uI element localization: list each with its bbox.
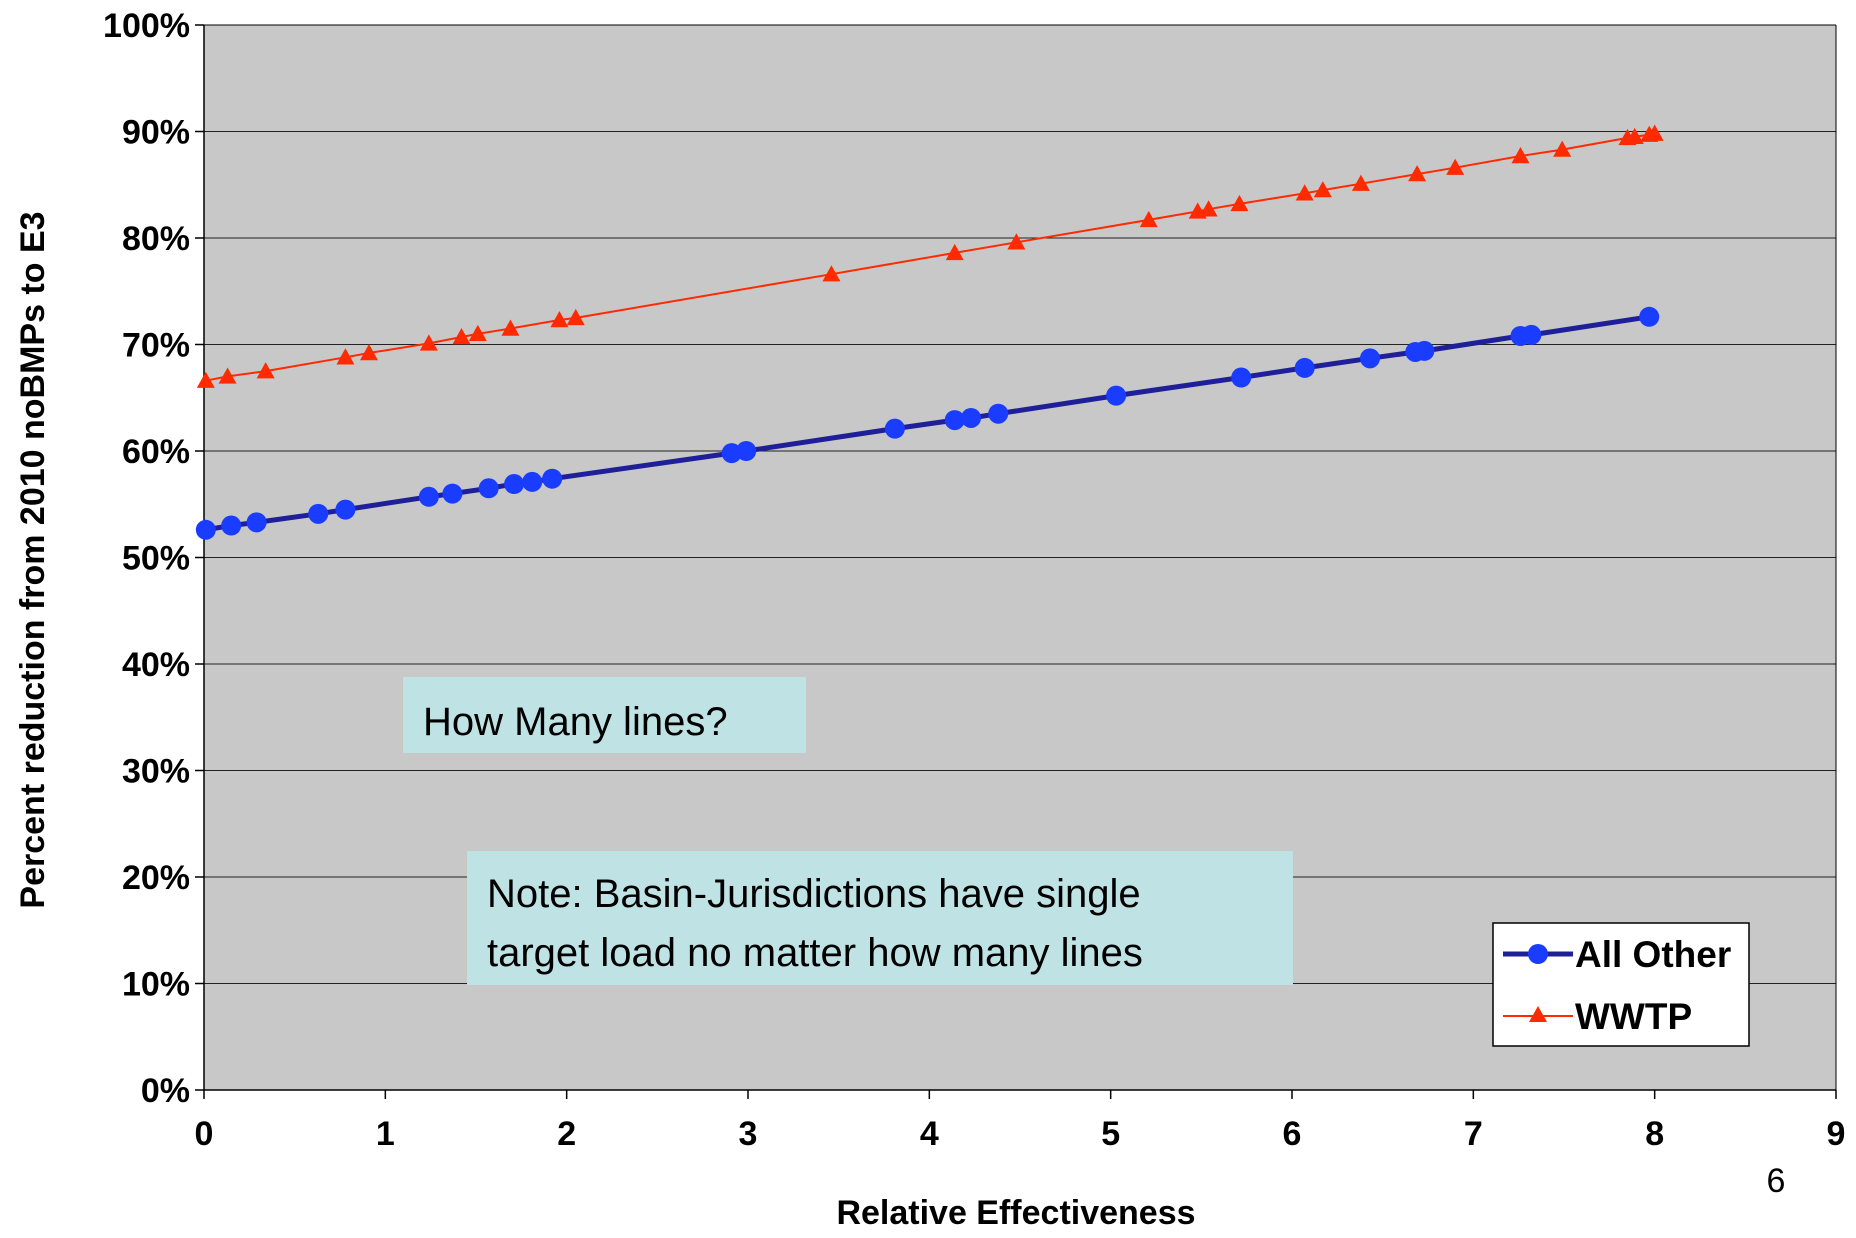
data-point-wwtp	[360, 344, 379, 361]
axes	[195, 24, 1837, 1099]
legend-marker-all-other	[1528, 944, 1548, 964]
data-point-wwtp	[1007, 233, 1026, 250]
data-point-wwtp	[1645, 124, 1664, 141]
annotation-question-text: How Many lines?	[423, 700, 728, 744]
data-point-all-other	[1414, 340, 1435, 361]
data-point-all-other	[1359, 348, 1380, 369]
data-point-wwtp	[501, 319, 520, 336]
data-point-all-other	[195, 519, 216, 540]
data-point-wwtp	[1553, 140, 1572, 157]
data-point-all-other	[504, 474, 525, 495]
data-point-wwtp	[256, 362, 275, 379]
data-point-all-other	[1521, 324, 1542, 345]
legend-box	[1492, 922, 1750, 1047]
data-point-wwtp	[419, 334, 438, 351]
legend: All Other WWTP	[1492, 922, 1750, 1047]
data-point-all-other	[884, 418, 905, 439]
y-axis-title: Percent reduction from 2010 noBMPs to E3	[14, 211, 52, 908]
y-tick-label: 0%	[141, 1072, 190, 1110]
data-point-wwtp	[336, 348, 355, 365]
y-tick-label: 100%	[103, 7, 190, 45]
legend-label-wwtp: WWTP	[1575, 996, 1692, 1037]
data-point-wwtp	[218, 367, 237, 384]
data-point-all-other	[1639, 306, 1660, 327]
data-point-all-other	[736, 441, 757, 461]
data-point-all-other	[442, 483, 463, 504]
y-tick-label: 50%	[122, 540, 190, 578]
slide-number: 6	[1767, 1162, 1786, 1200]
data-point-all-other	[944, 410, 965, 431]
x-tick-label: 7	[1464, 1115, 1483, 1153]
x-tick-label: 8	[1645, 1115, 1664, 1153]
annotation-note-line-2: target load no matter how many lines	[487, 931, 1143, 975]
x-tick-labels: 0 1 2 3 4 5 6 7 8 9	[195, 1115, 1846, 1153]
data-point-wwtp	[1230, 194, 1249, 212]
data-point-wwtp	[452, 328, 471, 345]
series-wwtp	[196, 124, 1664, 388]
legend-label-all-other: All Other	[1575, 934, 1731, 975]
data-point-all-other	[542, 468, 563, 489]
series-group	[195, 124, 1664, 540]
annotation-box-note	[467, 851, 1293, 985]
data-point-wwtp	[1199, 200, 1218, 217]
data-point-wwtp	[1139, 210, 1158, 228]
data-point-all-other	[246, 512, 267, 533]
series-all-other	[195, 306, 1660, 540]
data-point-all-other	[961, 407, 982, 428]
y-tick-label: 70%	[122, 327, 190, 365]
data-point-wwtp	[196, 371, 215, 388]
data-point-wwtp	[822, 265, 841, 282]
data-point-wwtp	[1351, 174, 1370, 191]
data-point-all-other	[221, 515, 242, 536]
data-point-wwtp	[1511, 146, 1530, 164]
data-point-all-other	[478, 478, 499, 499]
data-point-all-other	[335, 499, 356, 520]
data-point-wwtp	[1625, 127, 1644, 145]
y-tick-label: 40%	[122, 646, 190, 684]
data-point-wwtp	[1408, 165, 1427, 182]
data-point-wwtp	[566, 308, 585, 326]
x-axis-title: Relative Effectiveness	[836, 1194, 1195, 1232]
y-tick-label: 20%	[122, 859, 190, 897]
x-tick-label: 3	[739, 1115, 758, 1153]
y-tick-labels: 0% 10% 20% 30% 40% 50% 60% 70% 80% 90% 100%	[103, 7, 190, 1110]
y-tick-label: 80%	[122, 220, 190, 258]
x-tick-label: 9	[1827, 1115, 1846, 1153]
data-point-all-other	[1106, 385, 1127, 406]
y-tick-label: 30%	[122, 753, 190, 791]
annotation-box-question	[403, 677, 806, 753]
x-tick-label: 5	[1101, 1115, 1120, 1153]
data-point-all-other	[1231, 367, 1252, 388]
data-point-wwtp	[468, 324, 487, 342]
data-point-all-other	[308, 503, 329, 524]
y-tick-label: 10%	[122, 966, 190, 1004]
data-point-all-other	[1294, 357, 1315, 378]
x-tick-label: 0	[195, 1115, 214, 1153]
x-tick-label: 6	[1283, 1115, 1302, 1153]
data-point-wwtp	[1313, 181, 1332, 198]
y-tick-label: 60%	[122, 433, 190, 471]
data-point-wwtp	[1446, 158, 1465, 175]
data-point-wwtp	[550, 311, 569, 328]
data-point-all-other	[522, 471, 543, 492]
data-point-wwtp	[945, 243, 964, 261]
data-point-wwtp	[1295, 184, 1314, 201]
annotation-note-line-1: Note: Basin-Jurisdictions have single	[487, 872, 1141, 916]
x-tick-label: 1	[376, 1115, 395, 1153]
x-tick-label: 4	[920, 1115, 939, 1153]
y-tick-label: 90%	[122, 114, 190, 152]
legend-marker-wwtp	[1529, 1006, 1547, 1022]
data-point-all-other	[988, 403, 1009, 424]
x-tick-label: 2	[557, 1115, 576, 1153]
data-point-all-other	[418, 486, 439, 507]
